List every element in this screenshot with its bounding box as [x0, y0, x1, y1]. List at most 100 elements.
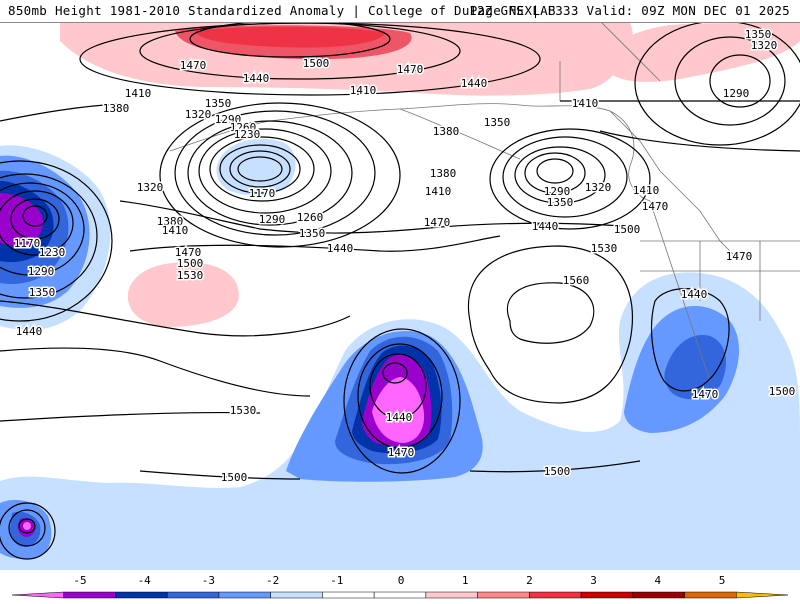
contour-label: 1410: [425, 185, 452, 198]
contour-label: 1500: [769, 385, 796, 398]
contour-label: 1440: [681, 288, 708, 301]
contour-label: 1500: [544, 465, 571, 478]
contour-label: 1260: [230, 121, 257, 134]
contour-label: 1170: [249, 187, 276, 200]
legend-tick-label: -3: [202, 574, 215, 587]
legend-ticks: -5 -4 -3 -2 -1 0 1 2 3 4 5: [73, 574, 725, 587]
contour-label: 1470: [180, 59, 207, 72]
contour-label: 1470: [642, 200, 669, 213]
legend-tick-label: -5: [73, 574, 86, 587]
contour-label: 1440: [243, 72, 270, 85]
contour-label: 1440: [532, 220, 559, 233]
contour-label: 1320: [751, 39, 778, 52]
positive-anomaly-pacific: [127, 262, 239, 327]
legend-tick-label: -1: [330, 574, 343, 587]
legend-tick-label: 2: [526, 574, 533, 587]
contour-label: 1560: [563, 274, 590, 287]
negative-anomaly-coast-deep: [664, 335, 726, 400]
legend-color-swatch: [11, 591, 64, 599]
contour-label: 1410: [162, 224, 189, 237]
positive-anomaly-northeast: [600, 23, 800, 82]
legend-tick-label: 5: [719, 574, 726, 587]
legend-tick-label: 0: [398, 574, 405, 587]
negative-anomaly-central-extreme: [372, 377, 425, 443]
contour-label: 1440: [461, 77, 488, 90]
contour-label: 1230: [234, 128, 261, 141]
legend-color-swatch: [477, 591, 530, 599]
contour-label: 1440: [327, 242, 354, 255]
contour-label: 1320: [585, 181, 612, 194]
legend-color-swatch: [322, 591, 375, 599]
contour-label: 1290: [259, 213, 286, 226]
legend-color-swatch: [373, 591, 427, 599]
contour-label: 1500: [303, 57, 330, 70]
contour-label: 1500: [614, 223, 641, 236]
legend-color-swatch: [632, 591, 685, 599]
contour-label: 1410: [125, 87, 152, 100]
contour-label: 1350: [745, 28, 772, 41]
contour-label: 1470: [397, 63, 424, 76]
legend-color-swatch: [270, 591, 323, 599]
contour-label: 1470: [175, 246, 202, 259]
legend-color-swatch: [684, 591, 737, 599]
legend-color-bar: [11, 591, 789, 599]
legend-color-swatch: [580, 591, 634, 599]
contour-label: 1440: [386, 411, 413, 424]
contour-label: 1500: [177, 257, 204, 270]
legend-tick-label: 3: [590, 574, 597, 587]
legend-color-swatch: [115, 591, 168, 599]
contour-label: 1290: [544, 185, 571, 198]
contour-label: 1290: [215, 113, 242, 126]
legend-tick-label: -4: [138, 574, 152, 587]
color-legend: -5 -4 -3 -2 -1 0 1 2 3 4 5: [0, 570, 800, 600]
legend-tick-label: 4: [654, 574, 661, 587]
model-run-info: 12Z GFS | F333 Valid: 09Z MON DEC 01 202…: [469, 3, 790, 18]
contour-label: 1260: [297, 211, 324, 224]
contour-label: 1290: [723, 87, 750, 100]
contour-label: 1320: [137, 181, 164, 194]
legend-tick-label: 1: [462, 574, 469, 587]
contour-label: 1350: [547, 196, 574, 209]
contour-label: 1530: [230, 404, 257, 417]
header-bar: 850mb Height 1981-2010 Standardized Anom…: [0, 0, 800, 22]
map-title: 850mb Height 1981-2010 Standardized Anom…: [8, 3, 556, 18]
contour-label: 1350: [29, 286, 56, 299]
contour-label: 1380: [430, 167, 457, 180]
contour-label: 1170: [14, 237, 41, 250]
contour-label: 1470: [424, 216, 451, 229]
map-panel: 1470 1500 1470 1440 1440 1410 1410 1410 1380 1350…: [0, 20, 800, 601]
contour-label: 1380: [157, 215, 184, 228]
legend-color-swatch: [218, 591, 271, 599]
contour-label: 1410: [350, 84, 377, 97]
height-contours: [0, 20, 800, 560]
legend-color-swatch: [166, 591, 220, 599]
contour-label: 1440: [16, 325, 43, 338]
contour-label: 1380: [103, 102, 130, 115]
contour-label: 1410: [633, 184, 660, 197]
contour-label: 1350: [484, 116, 511, 129]
contour-label: 1290: [28, 265, 55, 278]
contour-label: 1230: [39, 246, 66, 259]
negative-anomaly-aleutian: [216, 138, 296, 196]
contour-label: 1350: [299, 227, 326, 240]
contour-label: 1470: [726, 250, 753, 263]
contour-label: 1470: [388, 446, 415, 459]
positive-anomaly-core-inner: [195, 26, 385, 48]
contour-label: 1380: [433, 125, 460, 138]
contour-label: 1530: [177, 269, 204, 282]
legend-tick-label: -2: [266, 574, 279, 587]
contour-label: 1320: [185, 108, 212, 121]
legend-color-swatch: [736, 591, 789, 599]
contour-label: 1500: [221, 471, 248, 484]
legend-color-swatch: [425, 591, 478, 599]
negative-anomaly-southwest-extreme: [23, 522, 31, 530]
contour-label: 1410: [572, 97, 599, 110]
legend-bar: -5 -4 -3 -2 -1 0 1 2 3 4 5: [11, 574, 789, 599]
legend-color-swatch: [63, 591, 116, 599]
contour-label: 1530: [591, 242, 618, 255]
contour-label: 1350: [205, 97, 232, 110]
legend-color-swatch: [529, 591, 582, 599]
contour-label: 1470: [692, 388, 719, 401]
